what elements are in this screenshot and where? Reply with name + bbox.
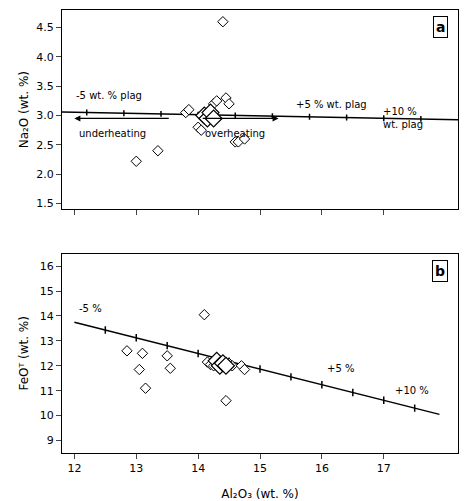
svg-text:+5 %: +5 % bbox=[327, 363, 354, 374]
svg-text:-5 %: -5 % bbox=[79, 303, 102, 314]
svg-text:14: 14 bbox=[191, 462, 205, 475]
svg-text:17: 17 bbox=[377, 462, 391, 475]
svg-text:12: 12 bbox=[67, 462, 81, 475]
svg-text:3.0: 3.0 bbox=[36, 109, 54, 122]
svg-text:16: 16 bbox=[40, 260, 54, 273]
svg-text:underheating: underheating bbox=[79, 128, 146, 139]
svg-text:+5 % wt. plag: +5 % wt. plag bbox=[296, 99, 367, 110]
svg-text:9: 9 bbox=[47, 434, 54, 447]
svg-text:3.5: 3.5 bbox=[36, 80, 54, 93]
svg-text:+10 %wt. plag: +10 %wt. plag bbox=[383, 106, 423, 130]
svg-text:FeOᵀ (wt. %): FeOᵀ (wt. %) bbox=[17, 316, 31, 390]
svg-text:b: b bbox=[435, 263, 445, 279]
svg-text:Na₂O (wt. %): Na₂O (wt. %) bbox=[17, 71, 31, 148]
svg-text:14: 14 bbox=[40, 310, 54, 323]
svg-text:12: 12 bbox=[40, 360, 54, 373]
svg-text:Al₂O₃ (wt. %): Al₂O₃ (wt. %) bbox=[221, 487, 298, 501]
svg-text:4.5: 4.5 bbox=[36, 21, 54, 34]
svg-text:13: 13 bbox=[40, 335, 54, 348]
svg-text:2.0: 2.0 bbox=[36, 168, 54, 181]
svg-text:1.5: 1.5 bbox=[36, 197, 54, 210]
svg-text:a: a bbox=[436, 19, 445, 35]
svg-text:11: 11 bbox=[40, 385, 54, 398]
svg-text:10: 10 bbox=[40, 409, 54, 422]
svg-text:overheating: overheating bbox=[205, 128, 265, 139]
svg-text:+10 %: +10 % bbox=[395, 385, 429, 396]
svg-text:13: 13 bbox=[129, 462, 143, 475]
svg-text:16: 16 bbox=[315, 462, 329, 475]
svg-text:4.0: 4.0 bbox=[36, 51, 54, 64]
svg-text:15: 15 bbox=[253, 462, 267, 475]
svg-text:-5 wt. % plag: -5 wt. % plag bbox=[76, 90, 142, 101]
svg-text:2.5: 2.5 bbox=[36, 139, 54, 152]
svg-text:15: 15 bbox=[40, 285, 54, 298]
